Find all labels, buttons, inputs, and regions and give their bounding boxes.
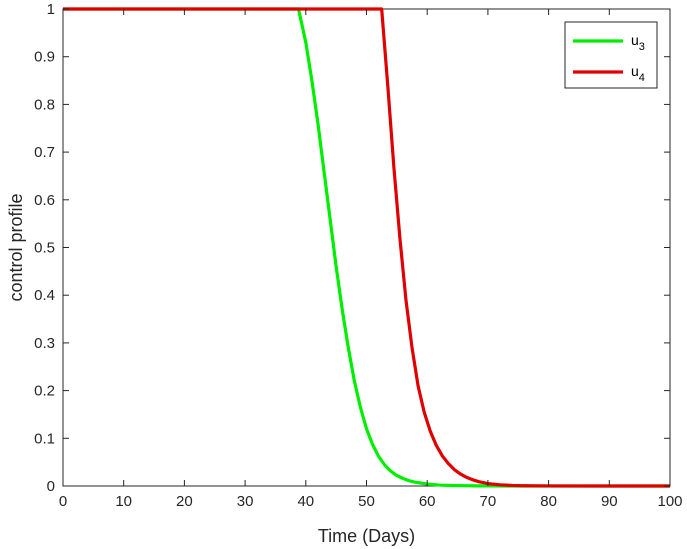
y-tick-label: 0.9 <box>34 49 55 66</box>
y-tick-label: 0.7 <box>34 144 55 161</box>
y-tick-label: 0.5 <box>34 240 55 257</box>
y-tick-label: 0.8 <box>34 96 55 113</box>
y-tick-label: 0.1 <box>34 430 55 447</box>
x-tick-label: 0 <box>59 493 67 510</box>
y-tick-label: 0.3 <box>34 335 55 352</box>
y-axis-label: control profile <box>6 193 26 301</box>
series-lines <box>63 7 670 488</box>
y-tick-label: 0.2 <box>34 383 55 400</box>
x-tick-label: 70 <box>480 493 497 510</box>
series-line-u4 <box>63 7 670 488</box>
y-tick-label: 0.4 <box>34 287 55 304</box>
x-ticks: 0 10 20 30 40 50 60 70 80 90 100 <box>59 9 683 510</box>
y-tick-label: 1 <box>47 1 55 18</box>
series-line-u3 <box>63 7 670 488</box>
x-tick-label: 40 <box>297 493 314 510</box>
x-tick-label: 60 <box>419 493 436 510</box>
x-tick-label: 50 <box>358 493 375 510</box>
x-tick-label: 90 <box>601 493 618 510</box>
x-tick-label: 20 <box>176 493 193 510</box>
y-tick-label: 0 <box>47 478 55 495</box>
x-tick-label: 80 <box>540 493 557 510</box>
x-axis-label: Time (Days) <box>318 526 415 546</box>
y-ticks: 0 0.1 0.2 0.3 0.4 0.5 0.6 0.7 0.8 0.9 1 <box>34 1 670 495</box>
y-tick-label: 0.6 <box>34 192 55 209</box>
x-tick-label: 10 <box>115 493 132 510</box>
x-tick-label: 100 <box>657 493 682 510</box>
legend-box <box>564 21 658 89</box>
x-tick-label: 30 <box>237 493 254 510</box>
